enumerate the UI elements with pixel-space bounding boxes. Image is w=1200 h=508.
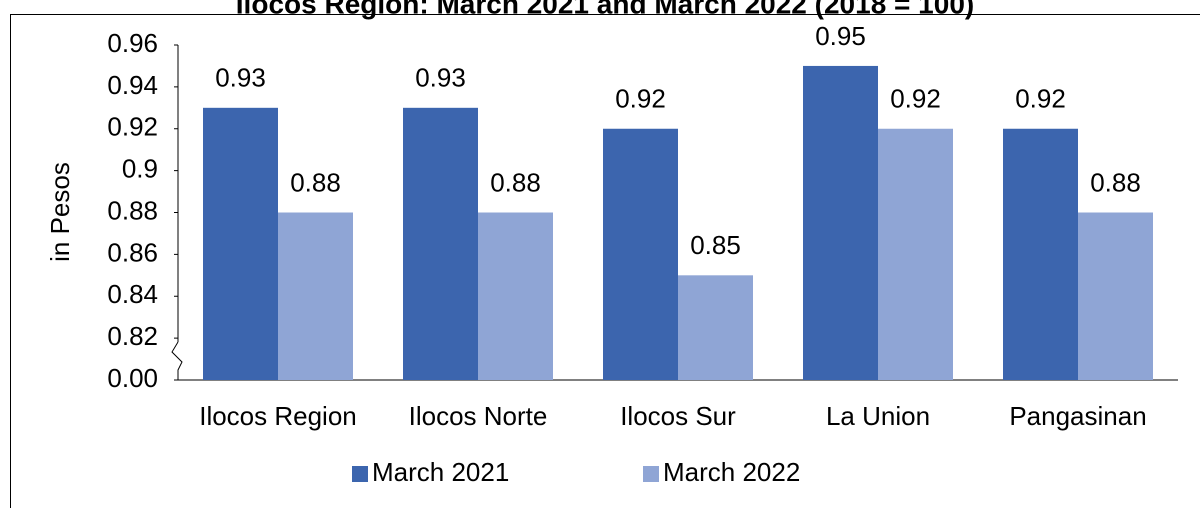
y-tick-label: 0.9 bbox=[122, 154, 158, 184]
x-tick-label: Ilocos Region bbox=[199, 401, 357, 431]
bar bbox=[1003, 128, 1078, 380]
legend-swatch bbox=[643, 466, 659, 482]
chart-border bbox=[10, 14, 1200, 508]
value-label: 0.85 bbox=[690, 230, 741, 260]
value-label: 0.88 bbox=[290, 167, 341, 197]
x-tick-label: Pangasinan bbox=[1009, 401, 1146, 431]
y-tick-label: 0.86 bbox=[107, 237, 158, 267]
y-tick-label: 0.82 bbox=[107, 321, 158, 351]
x-tick-label: Ilocos Sur bbox=[620, 401, 736, 431]
legend-swatch bbox=[352, 466, 368, 482]
value-label: 0.95 bbox=[815, 21, 866, 51]
value-label: 0.92 bbox=[615, 84, 666, 114]
y-tick-label: 0.88 bbox=[107, 195, 158, 225]
axis-break bbox=[171, 341, 183, 380]
y-tick-label: 0.96 bbox=[107, 28, 158, 58]
bar bbox=[203, 107, 278, 380]
value-label: 0.92 bbox=[1015, 84, 1066, 114]
bar bbox=[803, 65, 878, 380]
x-tick-label: Ilocos Norte bbox=[409, 401, 548, 431]
value-label: 0.92 bbox=[890, 84, 941, 114]
bar bbox=[478, 212, 553, 380]
y-tick-label: 0.00 bbox=[107, 363, 158, 393]
bar bbox=[278, 212, 353, 380]
bar bbox=[603, 128, 678, 380]
y-tick-label: 0.84 bbox=[107, 279, 158, 309]
legend-label: March 2021 bbox=[372, 457, 509, 487]
chart-title: Ilocos Region: March 2021 and March 2022… bbox=[236, 0, 974, 19]
value-label: 0.93 bbox=[415, 63, 466, 93]
bar bbox=[678, 275, 753, 380]
value-label: 0.93 bbox=[215, 63, 266, 93]
bar bbox=[1078, 212, 1153, 380]
y-tick-label: 0.92 bbox=[107, 112, 158, 142]
x-tick-label: La Union bbox=[826, 401, 930, 431]
bar bbox=[878, 128, 953, 380]
value-label: 0.88 bbox=[1090, 167, 1141, 197]
value-label: 0.88 bbox=[490, 167, 541, 197]
y-axis-label: in Pesos bbox=[45, 162, 75, 262]
bar bbox=[403, 107, 478, 380]
legend-label: March 2022 bbox=[663, 457, 800, 487]
y-tick-label: 0.94 bbox=[107, 70, 158, 100]
